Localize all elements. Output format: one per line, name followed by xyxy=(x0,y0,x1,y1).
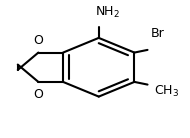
Text: O: O xyxy=(33,34,43,47)
Text: NH$_2$: NH$_2$ xyxy=(95,5,120,20)
Text: O: O xyxy=(33,88,43,101)
Text: Br: Br xyxy=(151,27,165,40)
Text: CH$_3$: CH$_3$ xyxy=(154,84,179,99)
